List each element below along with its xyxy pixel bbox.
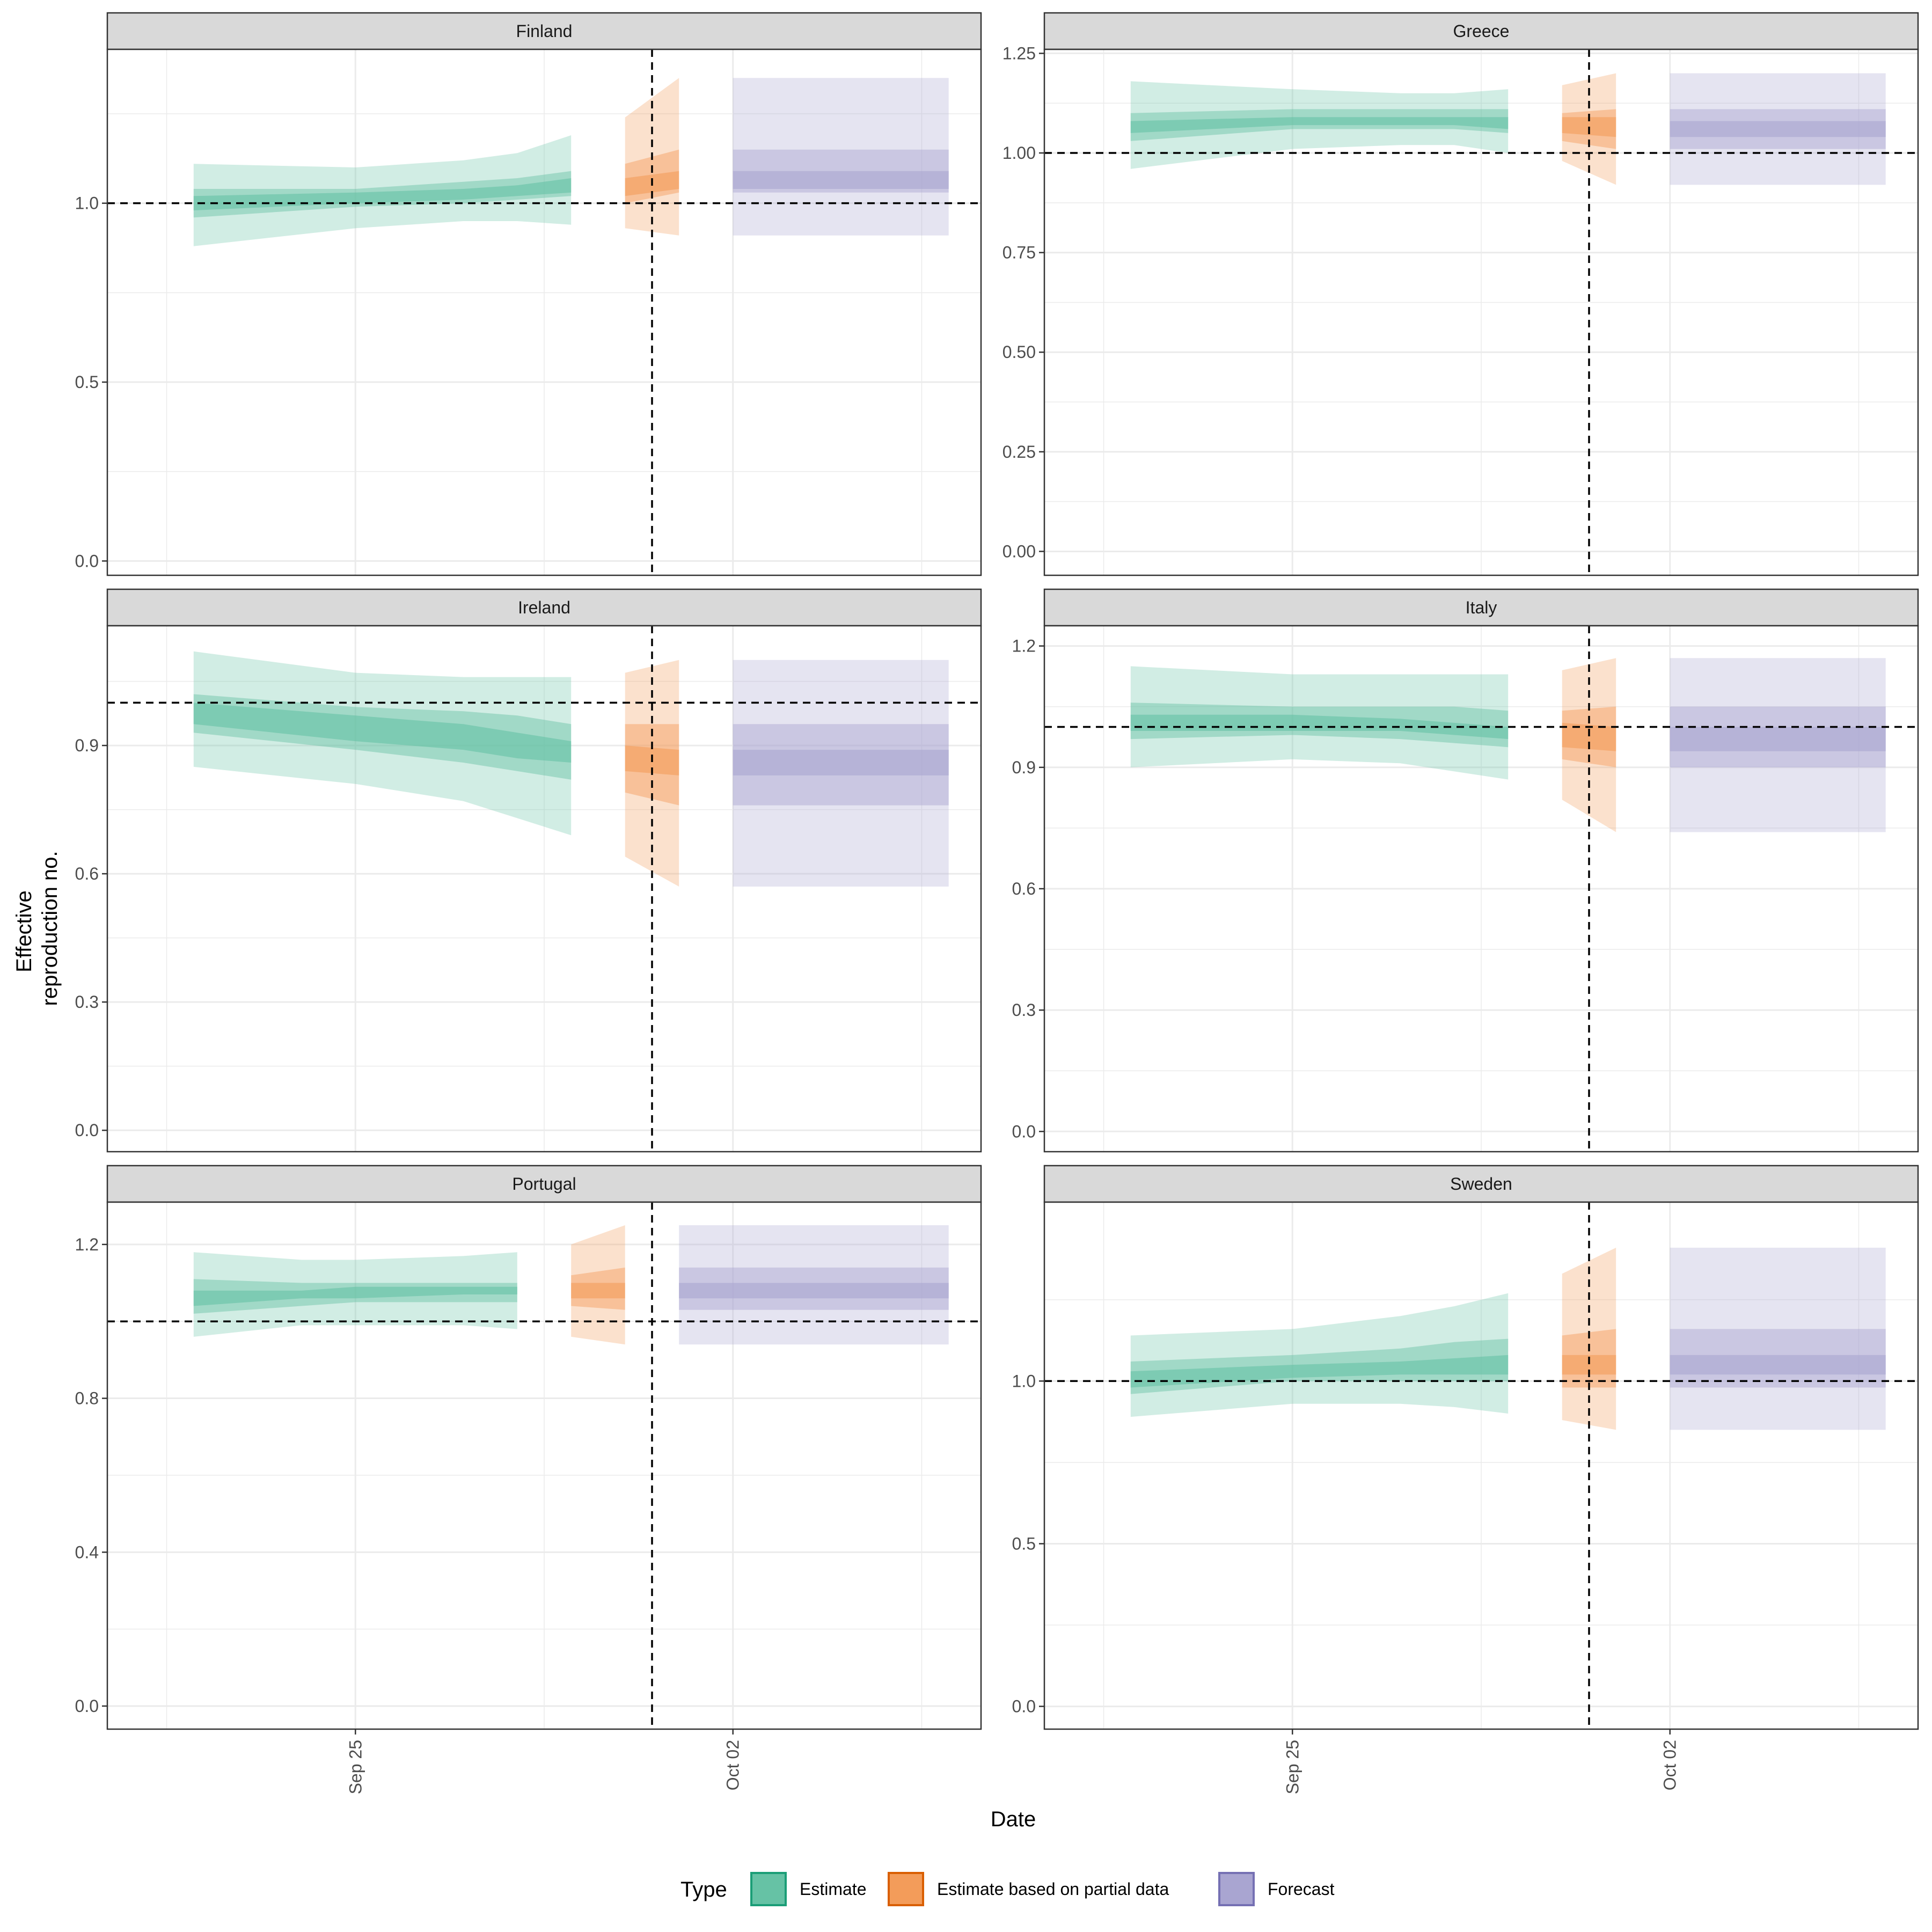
legend-key-forecast bbox=[1218, 1872, 1255, 1906]
y-tick-label: 1.2 bbox=[1012, 636, 1036, 656]
y-tick-label: 0.25 bbox=[1002, 442, 1036, 462]
y-tick-label: 0.5 bbox=[75, 372, 99, 392]
y-tick-label: 0.6 bbox=[75, 864, 99, 883]
facet-panels: Finland 0.0 0.5 1.0 Greece 0.00 0.25 0.50 0.75 1.… bbox=[75, 12, 1919, 1794]
y-tick-label: 1.00 bbox=[1002, 143, 1036, 163]
ribbon-outer-estimate bbox=[1130, 1293, 1509, 1417]
ribbon-inner-forecast bbox=[733, 171, 949, 189]
y-tick-label: 0.3 bbox=[1012, 1000, 1036, 1020]
panel-border-ireland bbox=[106, 625, 982, 1153]
y-tick-label: 0.0 bbox=[1012, 1697, 1036, 1716]
y-tick-label: 0.00 bbox=[1002, 541, 1036, 561]
ribbon-inner-forecast bbox=[679, 1283, 949, 1299]
y-tick-label: 0.6 bbox=[1012, 879, 1036, 898]
y-tick-label: 0.0 bbox=[75, 1696, 99, 1716]
x-tick-label: Sep 25 bbox=[346, 1740, 365, 1794]
panel-border-finland bbox=[106, 48, 982, 576]
panel-ireland: Ireland 0.0 0.3 0.6 0.9 bbox=[75, 588, 982, 1153]
panel-sweden: Sweden 0.0 0.5 1.0 Sep 25 Oct 02 bbox=[1012, 1165, 1919, 1794]
panel-greece: Greece 0.00 0.25 0.50 0.75 1.00 1.25 bbox=[1002, 12, 1919, 576]
legend-label-estimate: Estimate bbox=[800, 1879, 866, 1899]
y-tick-label: 0.0 bbox=[75, 551, 99, 570]
strip-label-portugal: Portugal bbox=[512, 1174, 576, 1194]
legend: Type Estimate Estimate based on partial da… bbox=[680, 1872, 1335, 1906]
strip-portugal bbox=[106, 1165, 982, 1203]
y-tick-label: 1.0 bbox=[1012, 1371, 1036, 1391]
panel-italy: Italy 0.0 0.3 0.6 0.9 1.2 bbox=[1012, 588, 1919, 1153]
y-tick-label: 0.0 bbox=[75, 1121, 99, 1140]
legend-key-estimate bbox=[750, 1872, 787, 1906]
strip-label-greece: Greece bbox=[1453, 21, 1510, 41]
x-axis-title: Date bbox=[991, 1807, 1036, 1831]
y-axis-title-line-2: reproduction no. bbox=[38, 851, 62, 1006]
ribbon-inner-estimate-based-on-partial-data bbox=[1562, 1355, 1616, 1375]
ribbon-inner-estimate-based-on-partial-data bbox=[1562, 722, 1616, 751]
ribbon-inner-forecast bbox=[1670, 1355, 1886, 1375]
panel-border-portugal bbox=[106, 1201, 982, 1730]
legend-title: Type bbox=[680, 1878, 727, 1901]
strip-label-italy: Italy bbox=[1466, 598, 1497, 617]
legend-label-estimate-based-on-partial-data: Estimate based on partial data bbox=[937, 1879, 1169, 1899]
ribbon-inner-forecast bbox=[1670, 121, 1886, 137]
y-tick-label: 1.0 bbox=[75, 194, 99, 213]
x-tick-label: Oct 02 bbox=[723, 1740, 743, 1790]
y-tick-label: 0.9 bbox=[75, 736, 99, 755]
ribbon-outer-estimate-based-on-partial-data bbox=[1562, 1247, 1616, 1430]
ribbon-inner-forecast bbox=[1670, 727, 1886, 751]
y-tick-label: 0.4 bbox=[75, 1542, 99, 1562]
legend-key-estimate-based-on-partial-data bbox=[888, 1872, 924, 1906]
y-tick-label: 0.75 bbox=[1002, 243, 1036, 262]
ribbon-outer-forecast bbox=[733, 78, 949, 236]
ribbon-outer-estimate bbox=[193, 135, 572, 246]
legend-label-forecast: Forecast bbox=[1268, 1879, 1335, 1899]
y-tick-label: 0.5 bbox=[1012, 1534, 1036, 1553]
ribbon-inner-estimate-based-on-partial-data bbox=[571, 1283, 625, 1299]
y-tick-label: 0.9 bbox=[1012, 758, 1036, 777]
x-tick-label: Sep 25 bbox=[1283, 1740, 1302, 1794]
ribbon-inner-estimate bbox=[1130, 117, 1509, 133]
strip-finland bbox=[106, 12, 982, 50]
strip-italy bbox=[1043, 588, 1919, 627]
y-tick-label: 1.25 bbox=[1002, 43, 1036, 63]
y-tick-label: 0.3 bbox=[75, 992, 99, 1012]
panel-finland: Finland 0.0 0.5 1.0 bbox=[75, 12, 982, 576]
y-axis-title: Effective reproduction no. bbox=[12, 851, 62, 1006]
panel-border-greece bbox=[1043, 48, 1919, 576]
panel-portugal: Portugal 0.0 0.4 0.8 1.2 Sep 25 Oct 02 bbox=[75, 1165, 982, 1794]
y-tick-label: 1.2 bbox=[75, 1235, 99, 1254]
strip-ireland bbox=[106, 588, 982, 627]
ribbon-outer-estimate bbox=[193, 651, 572, 836]
ribbon-outer-forecast bbox=[1670, 1247, 1886, 1430]
y-axis-title-line-1: Effective bbox=[12, 890, 36, 972]
ribbon-inner-estimate bbox=[193, 702, 572, 763]
panel-border-sweden bbox=[1043, 1201, 1919, 1730]
strip-sweden bbox=[1043, 1165, 1919, 1203]
ribbon-inner-estimate bbox=[193, 1286, 517, 1306]
y-tick-label: 0.0 bbox=[1012, 1122, 1036, 1141]
y-tick-label: 0.8 bbox=[75, 1389, 99, 1408]
strip-label-sweden: Sweden bbox=[1450, 1174, 1512, 1194]
y-tick-label: 0.50 bbox=[1002, 342, 1036, 362]
ribbon-inner-estimate bbox=[1130, 1355, 1509, 1388]
strip-label-ireland: Ireland bbox=[518, 598, 570, 617]
ribbon-inner-forecast bbox=[733, 750, 949, 775]
strip-label-finland: Finland bbox=[516, 21, 573, 41]
x-tick-label: Oct 02 bbox=[1660, 1740, 1680, 1790]
